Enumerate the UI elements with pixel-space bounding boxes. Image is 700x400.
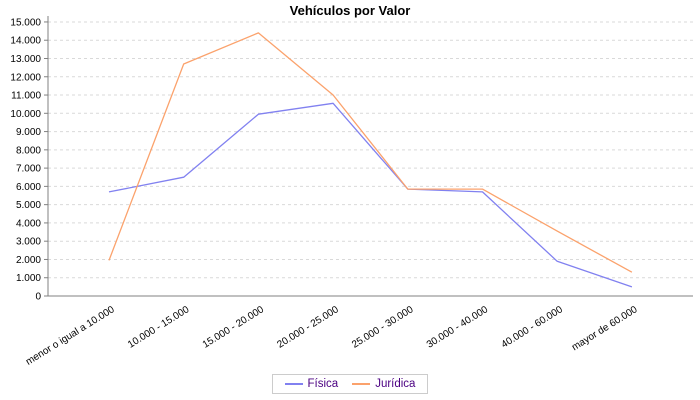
legend-box: Física Jurídica [271,374,429,394]
legend-label-juridica: Jurídica [375,378,416,390]
x-category-label: menor o igual a 10.000 [24,304,117,368]
series-line-juridica [108,32,633,273]
x-category-label: 10.000 - 15.000 [126,304,192,351]
y-tick-label: 12.000 [10,72,41,83]
legend: Física Jurídica [0,374,700,394]
legend-item-juridica: Jurídica [352,378,415,390]
y-tick-label: 4.000 [16,218,41,229]
chart-canvas: 0 1.000 2.000 3.000 4.000 5.000 6.000 7.000 8.00… [10,16,693,368]
x-category-label: 15.000 - 20.000 [201,304,267,351]
x-category-label: 20.000 - 25.000 [275,304,341,351]
y-tick-label: 6.000 [16,182,41,193]
y-tick-label: 0 [35,292,41,303]
y-tick-label: 10.000 [10,109,41,120]
y-tick-label: 14.000 [10,36,41,47]
y-tick-label: 2.000 [16,255,41,266]
y-tick-label: 15.000 [10,17,41,28]
y-tick-label: 11.000 [11,91,41,102]
chart-title: Vehículos por Valor [289,3,411,18]
x-category-label: 25.000 - 30.000 [350,304,416,351]
x-category-label: 30.000 - 40.000 [425,304,491,351]
legend-item-fisica: Física [284,378,339,390]
y-tick-label: 3.000 [16,237,41,248]
y-tick-label: 9.000 [16,127,41,138]
x-category-label: mayor de 60.000 [570,304,640,353]
y-tick-label: 7.000 [16,164,41,175]
y-tick-label: 8.000 [16,145,41,156]
y-tick-label: 1.000 [16,273,41,284]
juridica-line-swatch [352,383,371,385]
legend-label-fisica: Física [307,378,339,390]
fisica-line-swatch [284,383,303,385]
series-line-fisica [108,102,633,288]
y-tick-label: 13.000 [10,54,41,65]
x-category-label: 40.000 - 60.000 [500,304,566,351]
y-tick-label: 5.000 [16,200,41,211]
